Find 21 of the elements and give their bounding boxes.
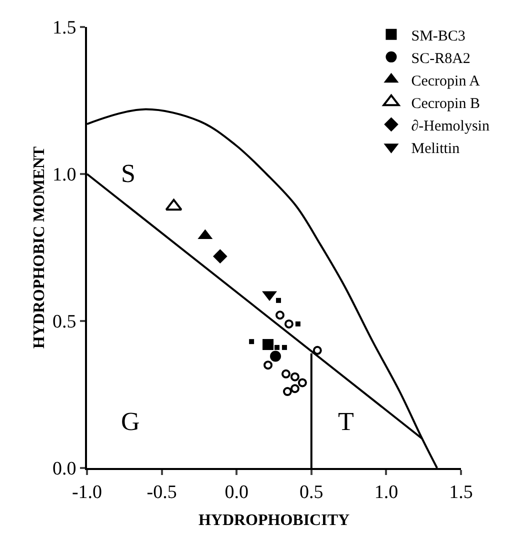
x-axis-title: HYDROPHOBICITY [198, 512, 350, 529]
annotation: G [121, 407, 140, 436]
y-tick-label: 1.0 [52, 164, 76, 186]
x-tick-label: 0.5 [300, 482, 324, 503]
annotation: S [121, 159, 136, 188]
x-tick-label: -1.0 [72, 482, 102, 503]
x-tick-label: 1.0 [374, 482, 398, 503]
legend-label: ∂-Hemolysin [411, 118, 490, 134]
y-tick-label: 0.5 [52, 312, 76, 333]
x-tick-label: 0.0 [224, 482, 248, 503]
legend-label: SC-R8A2 [411, 50, 470, 67]
x-tick-label: 1.5 [449, 482, 473, 503]
x-tick-label: -0.5 [146, 482, 177, 503]
y-tick-label: 1.5 [52, 18, 76, 39]
y-axis-title: HYDROPHOBIC MOMENT [31, 146, 48, 349]
legend-label: SM-BC3 [411, 28, 466, 44]
legend-label: Cecropin B [411, 96, 480, 112]
annotation: T [338, 407, 354, 436]
legend-label: Cecropin A [411, 73, 480, 90]
y-tick-label: 0.0 [52, 458, 76, 480]
legend-label: Melittin [411, 140, 460, 157]
